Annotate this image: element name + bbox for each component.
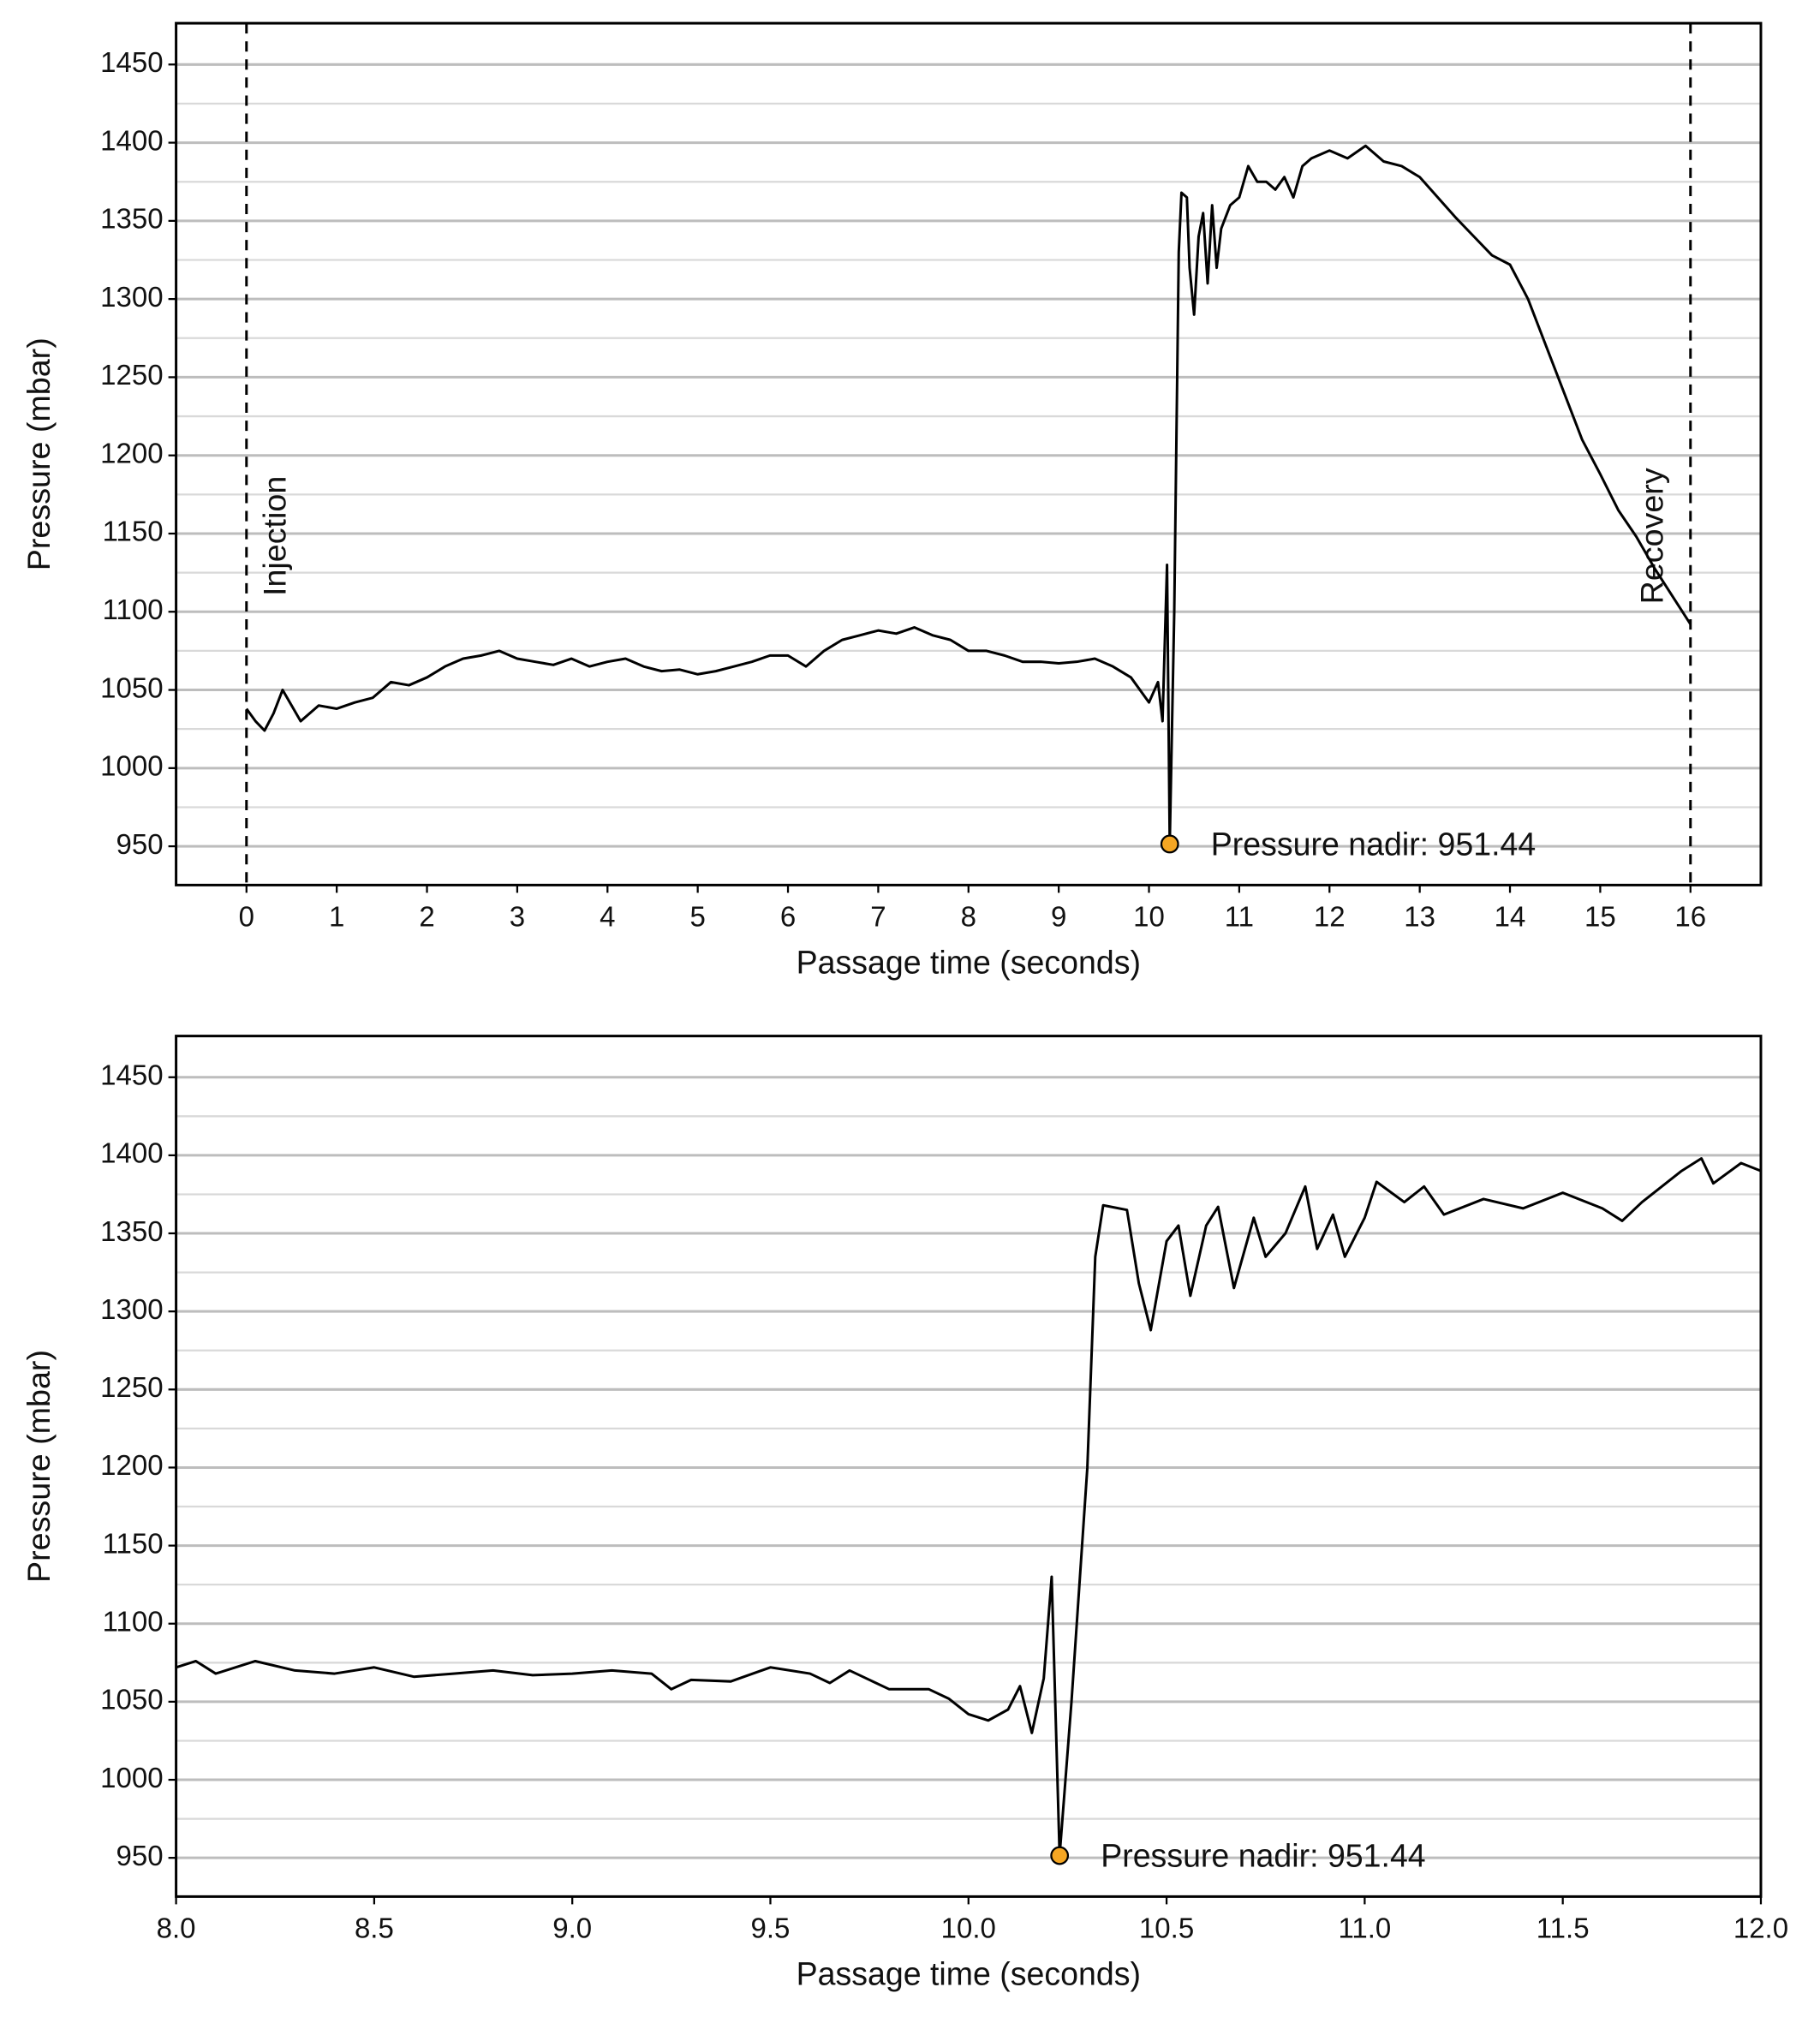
x-tick-label: 12 — [1314, 901, 1346, 933]
y-tick-label: 1450 — [100, 47, 163, 79]
y-tick-label: 1250 — [100, 360, 163, 391]
x-tick-label: 9 — [1051, 901, 1066, 933]
y-axis-title: Pressure (mbar) — [21, 337, 57, 570]
y-tick-label: 1250 — [100, 1372, 163, 1404]
y-tick-label: 1100 — [103, 1606, 164, 1638]
x-tick-label: 6 — [780, 901, 796, 933]
x-tick-label: 2 — [419, 901, 434, 933]
y-tick-label: 1350 — [100, 1216, 163, 1248]
x-tick-label: 8.0 — [157, 1913, 196, 1944]
y-tick-label: 1000 — [100, 1763, 163, 1794]
y-tick-label: 1350 — [100, 204, 163, 236]
y-tick-label: 1050 — [100, 1685, 163, 1716]
data-line — [176, 1157, 1762, 1858]
y-tick-label: 1000 — [100, 751, 163, 783]
annotation-text: Pressure nadir: 951.44 — [1101, 1837, 1425, 1873]
x-axis-title: Passage time (seconds) — [797, 1956, 1141, 1992]
event-label: Injection — [257, 476, 293, 596]
x-tick-label: 16 — [1674, 901, 1706, 933]
y-tick-label: 1150 — [103, 1528, 164, 1560]
y-tick-label: 1300 — [100, 1294, 163, 1326]
x-tick-label: 14 — [1495, 901, 1526, 933]
x-tick-label: 3 — [510, 901, 525, 933]
x-tick-label: 7 — [870, 901, 886, 933]
y-tick-label: 1400 — [100, 1138, 163, 1170]
y-tick-label: 1200 — [100, 438, 163, 469]
nadir-point — [1050, 1846, 1070, 1865]
x-tick-label: 5 — [689, 901, 705, 933]
x-tick-label: 13 — [1404, 901, 1435, 933]
y-tick-label: 1200 — [100, 1450, 163, 1482]
y-tick-label: 950 — [116, 829, 164, 861]
y-tick-label: 1050 — [100, 672, 163, 704]
x-tick-label: 11.5 — [1537, 1913, 1590, 1944]
x-axis-title: Passage time (seconds) — [797, 945, 1141, 981]
x-tick-label: 1 — [329, 901, 344, 933]
data-line — [245, 144, 1692, 845]
plot-frame — [175, 21, 1763, 886]
x-tick-label: 9.0 — [552, 1913, 592, 1944]
x-tick-label: 10.5 — [1139, 1913, 1194, 1944]
x-tick-label: 10.0 — [941, 1913, 996, 1944]
x-tick-label: 11 — [1225, 901, 1254, 933]
x-tick-label: 11.0 — [1338, 1913, 1391, 1944]
plot-frame — [175, 1035, 1763, 1898]
y-axis-title: Pressure (mbar) — [21, 1350, 57, 1583]
x-tick-label: 9.5 — [751, 1913, 791, 1944]
x-tick-label: 8.5 — [355, 1913, 394, 1944]
y-tick-label: 1450 — [100, 1059, 163, 1091]
y-tick-label: 1100 — [103, 594, 164, 626]
annotation-text: Pressure nadir: 951.44 — [1211, 826, 1536, 862]
y-tick-label: 1300 — [100, 282, 163, 313]
x-tick-label: 12.0 — [1733, 1913, 1788, 1944]
y-tick-label: 950 — [116, 1841, 164, 1872]
x-tick-label: 0 — [239, 901, 254, 933]
x-tick-label: 10 — [1133, 901, 1165, 933]
nadir-point — [1160, 834, 1179, 854]
x-tick-label: 8 — [961, 901, 976, 933]
x-tick-label: 4 — [600, 901, 615, 933]
x-tick-label: 15 — [1584, 901, 1616, 933]
y-tick-label: 1400 — [100, 125, 163, 157]
y-tick-label: 1150 — [103, 516, 164, 548]
